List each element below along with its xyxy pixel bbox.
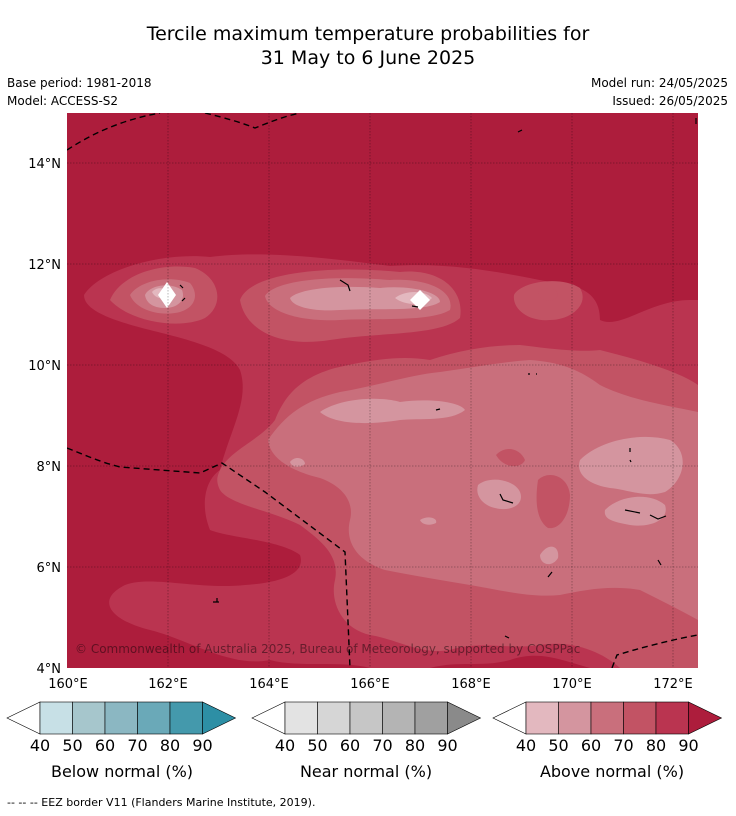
legend-cell: [317, 701, 351, 735]
legend-extend-low: [6, 701, 41, 735]
lon-tick-label: 164°E: [249, 677, 289, 692]
lon-tick-label: 166°E: [350, 677, 390, 692]
legend-cell: [104, 701, 138, 735]
legend-tick-label: 60: [581, 736, 601, 755]
legend-near-title: Near normal (%): [299, 762, 433, 781]
legend-tick-label: 50: [548, 736, 568, 755]
legend-cell: [558, 701, 592, 735]
legend-extend-high: [688, 701, 723, 735]
lat-tick-label: 4°N: [37, 662, 62, 677]
legend-cell: [414, 701, 448, 735]
model-run: Model run: 24/05/2025: [590, 76, 728, 90]
issued-date: Issued: 26/05/2025: [612, 94, 728, 108]
legend-extend-high: [202, 701, 237, 735]
fill-above-70-pocket: [496, 288, 570, 529]
legend-cell: [39, 701, 73, 735]
lat-tick-label: 8°N: [37, 460, 62, 475]
legend-cell: [623, 701, 657, 735]
lat-tick-label: 12°N: [28, 258, 61, 273]
lon-ticks: 160°E 162°E 164°E 166°E 168°E 170°E 172°…: [48, 677, 693, 692]
legend-tick-label: 90: [192, 736, 212, 755]
lat-tick-label: 6°N: [37, 561, 62, 576]
meta-right: Model run: 24/05/2025 Issued: 26/05/2025: [591, 74, 728, 110]
legend-cell: [382, 701, 416, 735]
lon-tick-label: 168°E: [451, 677, 491, 692]
legend-tick-label: 70: [127, 736, 147, 755]
legend-cell: [284, 701, 318, 735]
title-line-1: Tercile maximum temperature probabilitie…: [146, 23, 590, 45]
legend-tick-label: 80: [646, 736, 666, 755]
legend-tick-label: 40: [516, 736, 536, 755]
legend-tick-label: 50: [62, 736, 82, 755]
legend-tick-label: 60: [340, 736, 360, 755]
legend-cell: [590, 701, 624, 735]
legend-extend-low: [251, 701, 286, 735]
legend-colorbar: 40 50 60 70 80 90: [6, 701, 237, 755]
title-line-2: 31 May to 6 June 2025: [260, 47, 476, 69]
legend-cell: [137, 701, 171, 735]
islands: [179, 118, 697, 639]
base-period: Base period: 1981-2018: [7, 76, 152, 90]
fill-above-40: [152, 288, 432, 304]
map-title: Tercile maximum temperature probabilitie…: [0, 22, 736, 70]
legend-cell: [169, 701, 203, 735]
legend-colorbar: 40 50 60 70 80 90: [492, 701, 723, 755]
color-legends: 40 50 60 70 80 90 40 50 60 70 80 90 40 50 60 70 80 90: [6, 701, 723, 755]
legend-tick-label: 50: [307, 736, 327, 755]
legend-tick-label: 80: [405, 736, 425, 755]
probability-field: [67, 113, 698, 668]
legend-tick-label: 80: [160, 736, 180, 755]
legend-colorbar: 40 50 60 70 80 90: [251, 701, 482, 755]
legend-tick-label: 70: [613, 736, 633, 755]
eez-footer-note: -- -- -- EEZ border V11 (Flanders Marine…: [7, 796, 316, 809]
legend-tick-label: 90: [678, 736, 698, 755]
legend-above-title: Above normal (%): [539, 762, 685, 781]
legend-cell: [525, 701, 559, 735]
legend-cell: [655, 701, 689, 735]
lat-tick-label: 14°N: [28, 157, 61, 172]
copyright-text: © Commonwealth of Australia 2025, Bureau…: [75, 642, 580, 656]
lat-ticks: 14°N 12°N 10°N 8°N 6°N 4°N: [28, 157, 61, 677]
legend-tick-label: 70: [372, 736, 392, 755]
lat-tick-label: 10°N: [28, 359, 61, 374]
graticule: [67, 113, 698, 668]
legend-tick-label: 90: [437, 736, 457, 755]
legend-tick-label: 40: [30, 736, 50, 755]
model-name: Model: ACCESS-S2: [7, 94, 119, 108]
legend-cell: [72, 701, 106, 735]
lon-tick-label: 170°E: [552, 677, 592, 692]
legend-tick-label: 40: [275, 736, 295, 755]
meta-left: Base period: 1981-2018 Model: ACCESS-S2: [7, 74, 152, 110]
eez-borders: [67, 113, 698, 668]
legend-cell: [349, 701, 383, 735]
lon-tick-label: 160°E: [48, 677, 88, 692]
legend-extend-high: [447, 701, 482, 735]
fill-above-60: [130, 278, 698, 620]
lon-tick-label: 172°E: [653, 677, 693, 692]
legend-extend-low: [492, 701, 527, 735]
lon-tick-label: 162°E: [148, 677, 188, 692]
legend-below-title: Below normal (%): [50, 762, 194, 781]
legend-tick-label: 60: [95, 736, 115, 755]
